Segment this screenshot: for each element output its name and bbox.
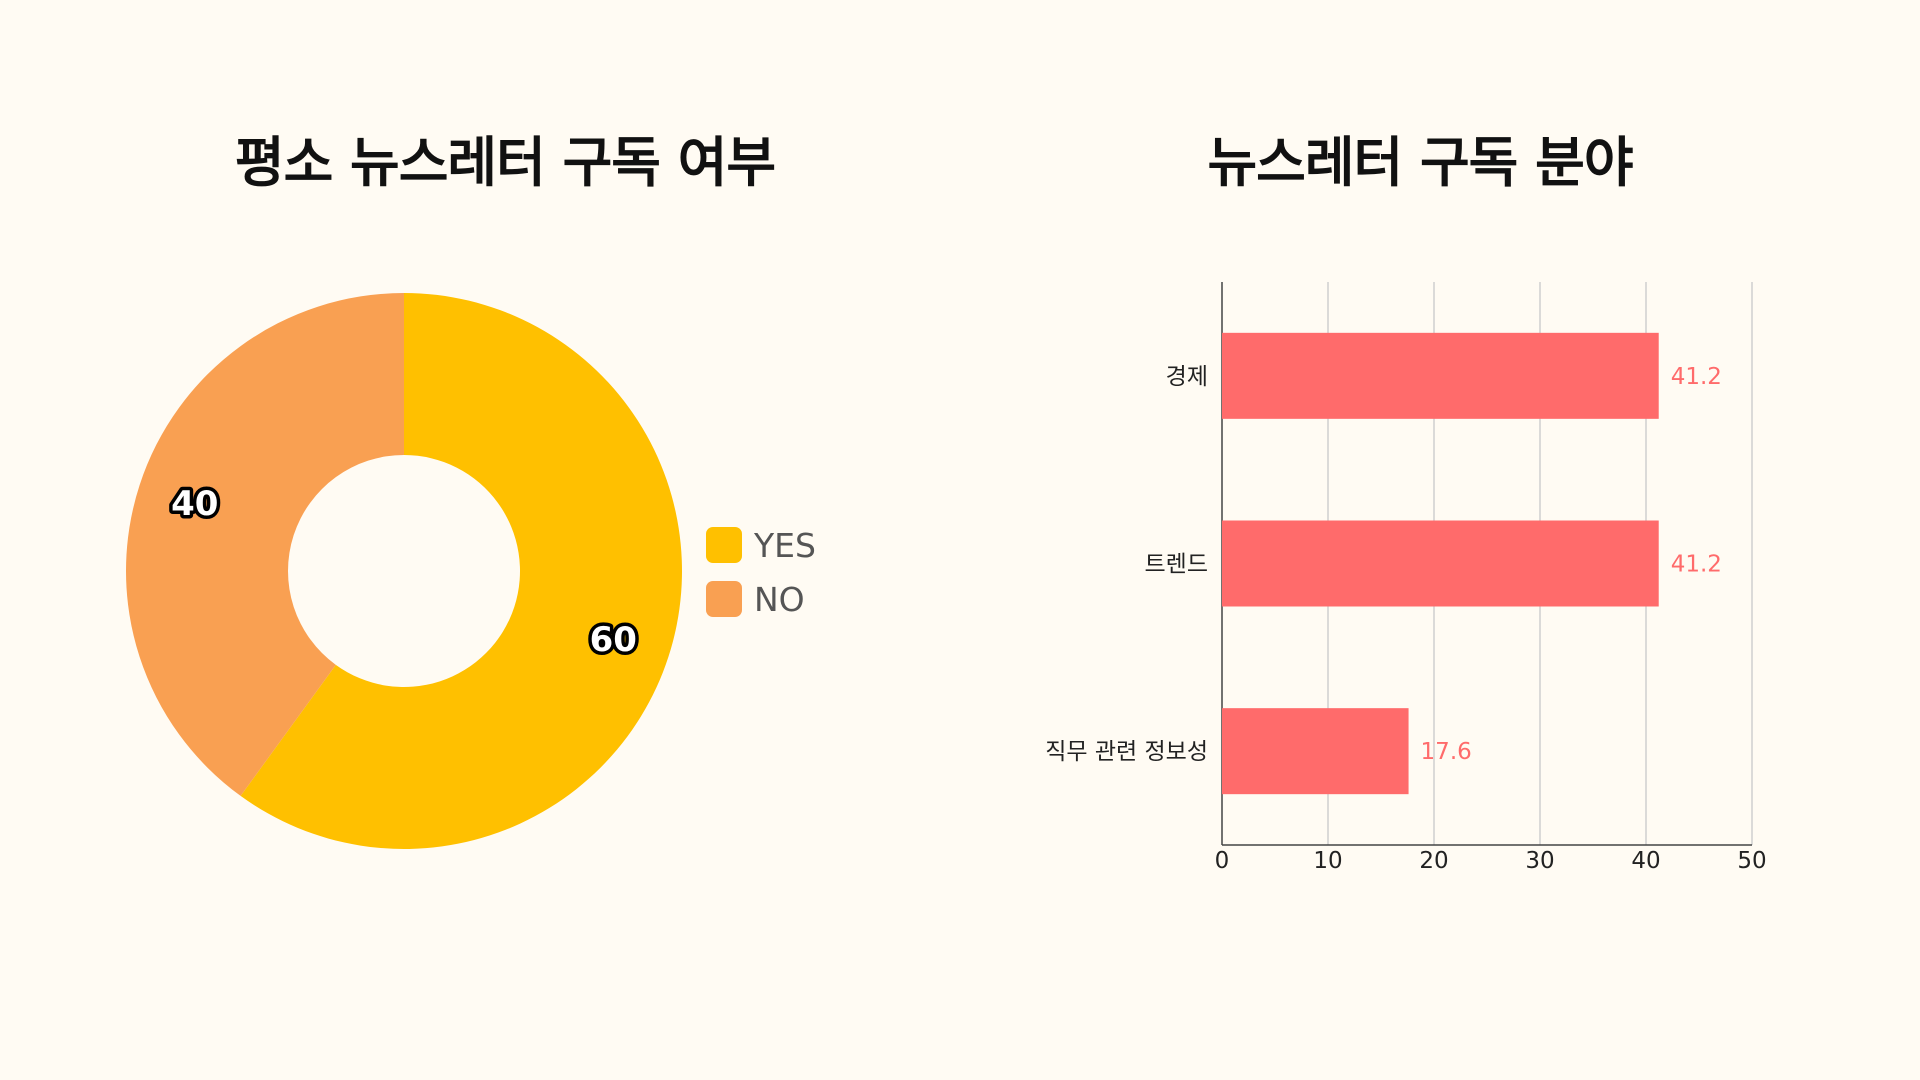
x-tick-label: 10: [1313, 848, 1342, 874]
donut-data-label: 60: [590, 620, 637, 660]
bar-chart-title: 뉴스레터 구독 분야: [1207, 131, 1633, 194]
bar-value-label: 41.2: [1671, 552, 1722, 578]
donut-slice-no: [125, 293, 404, 796]
bar: [1222, 520, 1659, 607]
donut-data-label: 40: [171, 484, 218, 524]
bar-value-label: 41.2: [1671, 364, 1722, 390]
x-tick-label: 40: [1631, 848, 1660, 874]
legend-swatch-no: [706, 581, 742, 617]
bar: [1222, 332, 1659, 419]
donut-chart-title: 평소 뉴스레터 구독 여부: [234, 131, 776, 194]
bar-category-label: 트렌드: [1145, 552, 1208, 578]
x-tick-label: 50: [1737, 848, 1766, 874]
bar-category-label: 직무 관련 정보성: [1045, 739, 1208, 765]
legend-label: YES: [753, 526, 816, 565]
legend-swatch-yes: [706, 527, 742, 563]
x-tick-label: 30: [1525, 848, 1554, 874]
x-tick-label: 20: [1419, 848, 1448, 874]
legend-label: NO: [754, 580, 805, 619]
bar-category-label: 경제: [1166, 364, 1208, 390]
donut-slice-yes: [240, 293, 682, 849]
x-tick-label: 0: [1215, 848, 1230, 874]
bar-value-label: 17.6: [1421, 739, 1472, 765]
bar: [1222, 708, 1409, 795]
